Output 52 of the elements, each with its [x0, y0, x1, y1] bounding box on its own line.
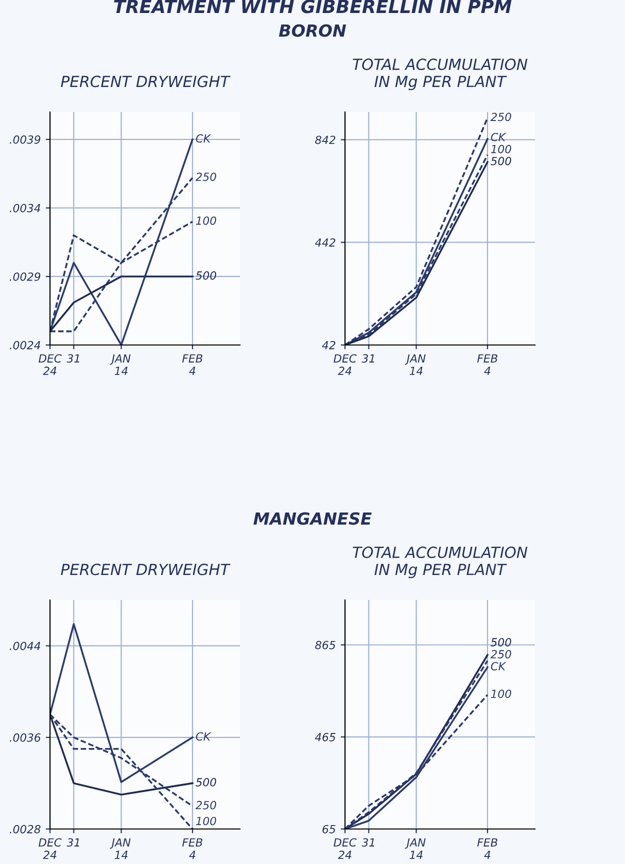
series-label: CK: [196, 134, 212, 143]
y-tick-label: .0036: [10, 733, 40, 742]
series-label: 500: [196, 778, 216, 786]
y-tick-label: .0034: [10, 204, 40, 212]
x-tick-label: FEB 4: [477, 354, 498, 375]
text: TREATMENT WITH GIBBERELLIN IN PPM: [114, 0, 512, 14]
chart-title: PERCENT DRYWEIGHT: [60, 564, 231, 576]
series-label: 100: [491, 144, 512, 154]
series-label: 250: [490, 112, 512, 122]
series-label: CK: [490, 132, 506, 142]
series-label: 100: [196, 216, 216, 225]
y-tick-label: .0024: [10, 340, 40, 350]
y-tick-label: 65: [322, 824, 336, 834]
series-label: CK: [196, 732, 212, 741]
x-tick-label: 31: [66, 838, 80, 847]
series-label: 100: [196, 816, 216, 826]
y-tick-label: 442: [314, 238, 336, 247]
chart-title: PERCENT DRYWEIGHT: [60, 76, 231, 88]
chart-title: TOTAL ACCUMULATION IN Mg PER PLANT: [352, 58, 528, 90]
y-tick-label: 865: [315, 640, 336, 650]
x-tick-label: JAN 14: [404, 838, 426, 859]
y-tick-label: .0028: [10, 824, 40, 834]
x-tick-label: 31: [362, 354, 374, 363]
series-label: 250: [196, 800, 216, 810]
x-tick-label: JAN 14: [404, 354, 426, 375]
y-tick-label: .0044: [10, 642, 40, 650]
y-tick-label: 842: [315, 136, 336, 144]
x-tick-label: JAN 14: [110, 354, 131, 375]
series-label: 250: [490, 650, 512, 658]
x-tick-label: 31: [66, 354, 80, 363]
x-tick-label: DEC 24: [38, 838, 62, 859]
x-tick-label: FEB 4: [182, 838, 202, 859]
x-tick-label: FEB 4: [182, 354, 202, 375]
text: BORON: [278, 24, 346, 37]
x-tick-label: 31: [362, 838, 374, 847]
x-tick-label: FEB 4: [477, 838, 498, 859]
x-tick-label: DEC 24: [38, 354, 62, 375]
text: MANGANESE: [253, 512, 372, 525]
x-tick-label: DEC 24: [334, 354, 357, 375]
series-label: 250: [196, 172, 216, 182]
series-label: 500: [490, 156, 512, 166]
series-label: 500: [490, 638, 512, 646]
y-tick-label: .0039: [10, 135, 40, 144]
x-tick-label: JAN 14: [110, 838, 131, 859]
series-label: CK: [490, 662, 506, 670]
y-tick-label: 465: [314, 732, 336, 742]
x-tick-label: DEC 24: [334, 838, 357, 859]
chart-title: TOTAL ACCUMULATION IN Mg PER PLANT: [352, 546, 528, 578]
series-label: 100: [491, 690, 512, 698]
y-tick-label: .0029: [10, 272, 40, 281]
series-label: 500: [196, 271, 216, 280]
y-tick-label: 42: [322, 340, 336, 350]
